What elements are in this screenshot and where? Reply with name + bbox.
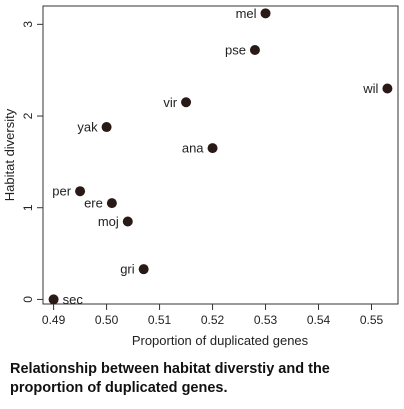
data-point-ana xyxy=(207,143,218,154)
y-tick-label: 2 xyxy=(21,112,35,119)
data-label-moj: moj xyxy=(98,214,119,229)
data-label-yak: yak xyxy=(77,120,98,135)
y-axis-label: Habitat diversity xyxy=(2,108,17,201)
data-label-wil: wil xyxy=(362,81,378,96)
x-tick-label: 0.52 xyxy=(201,313,225,327)
data-label-per: per xyxy=(52,184,71,199)
y-axis: 0 1 2 3 xyxy=(21,21,43,303)
data-point-vir xyxy=(181,97,192,108)
data-label-mel: mel xyxy=(236,6,257,21)
x-tick-label: 0.53 xyxy=(254,313,278,327)
data-point-sec xyxy=(48,294,59,305)
x-tick-label: 0.49 xyxy=(42,313,66,327)
data-point-moj xyxy=(122,216,133,227)
y-tick-label: 0 xyxy=(21,296,35,303)
data-label-pse: pse xyxy=(225,43,246,58)
x-axis: 0.49 0.50 0.51 0.52 0.53 0.54 0.55 xyxy=(42,304,384,327)
y-tick-label: 3 xyxy=(21,21,35,28)
x-tick-label: 0.55 xyxy=(360,313,384,327)
data-label-gri: gri xyxy=(120,262,135,277)
data-point-yak xyxy=(101,122,112,133)
x-axis-label: Proportion of duplicated genes xyxy=(132,333,309,348)
x-tick-label: 0.50 xyxy=(95,313,119,327)
y-tick-label: 1 xyxy=(21,204,35,211)
data-point-per xyxy=(75,186,86,197)
data-point-pse xyxy=(249,45,260,56)
data-label-sec: sec xyxy=(63,292,84,307)
data-label-ana: ana xyxy=(182,141,204,156)
x-tick-label: 0.54 xyxy=(307,313,331,327)
data-point-ere xyxy=(106,198,117,209)
figure-caption: Relationship between habitat diverstiy a… xyxy=(10,361,330,396)
plot-frame xyxy=(42,5,399,305)
data-label-ere: ere xyxy=(84,196,103,211)
x-tick-label: 0.51 xyxy=(148,313,172,327)
data-point-wil xyxy=(382,83,393,94)
data-point-gri xyxy=(138,264,149,275)
data-point-mel xyxy=(260,8,271,19)
data-label-vir: vir xyxy=(163,95,177,110)
